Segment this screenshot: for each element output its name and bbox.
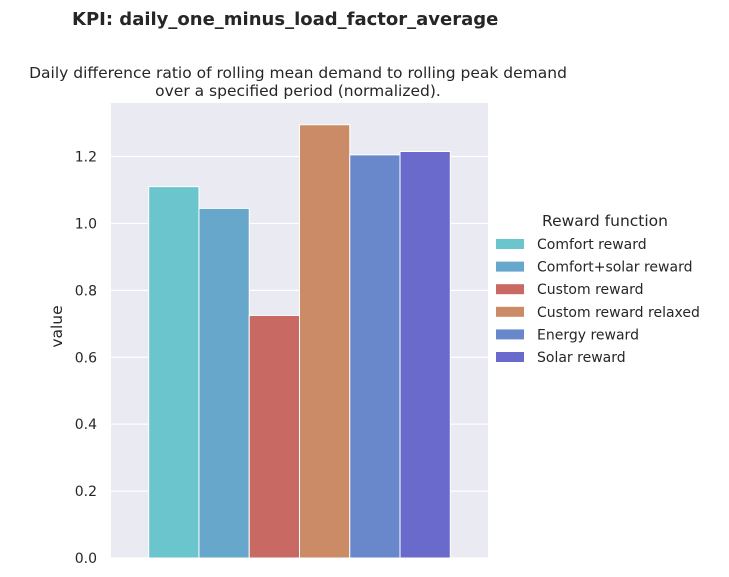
chart-title: KPI: daily_one_minus_load_factor_average	[72, 9, 498, 30]
chart-subtitle-line-2: over a specified period (normalized).	[155, 82, 441, 100]
y-tick-label: 0.2	[75, 484, 97, 500]
y-axis-ticks: 0.0 0.2 0.4 0.6 0.8 1.0 1.2	[75, 150, 97, 567]
y-tick-label: 0.6	[75, 350, 97, 366]
y-tick-label: 1.2	[75, 150, 97, 166]
legend-label: Custom reward relaxed	[537, 305, 700, 321]
bar	[148, 186, 200, 559]
y-tick-label: 0.4	[75, 417, 97, 433]
y-tick-label: 0.0	[75, 551, 97, 567]
chart-subtitle-line-1: Daily difference ratio of rolling mean d…	[29, 64, 567, 82]
bar	[248, 314, 301, 559]
legend: Reward function Comfort reward Comfort+so…	[496, 212, 700, 366]
legend-swatch	[496, 306, 524, 317]
bar	[198, 207, 250, 559]
y-tick-label: 0.8	[75, 283, 97, 299]
legend-swatch	[496, 239, 524, 249]
legend-swatch	[496, 261, 524, 272]
bars	[148, 124, 451, 559]
y-axis-label: value	[48, 305, 66, 347]
bar	[299, 124, 351, 559]
bar	[399, 151, 451, 559]
legend-swatch	[496, 329, 524, 340]
legend-label: Custom reward	[537, 282, 644, 298]
y-tick-label: 1.0	[75, 216, 97, 232]
legend-title: Reward function	[542, 212, 668, 230]
legend-label: Comfort+solar reward	[537, 260, 692, 276]
legend-swatch	[496, 284, 524, 295]
legend-label: Comfort reward	[537, 237, 647, 253]
legend-swatch	[496, 352, 524, 362]
legend-items: Comfort reward Comfort+solar reward Custom…	[496, 237, 700, 366]
bar	[349, 154, 401, 559]
legend-label: Solar reward	[537, 350, 626, 366]
legend-label: Energy reward	[537, 327, 639, 343]
